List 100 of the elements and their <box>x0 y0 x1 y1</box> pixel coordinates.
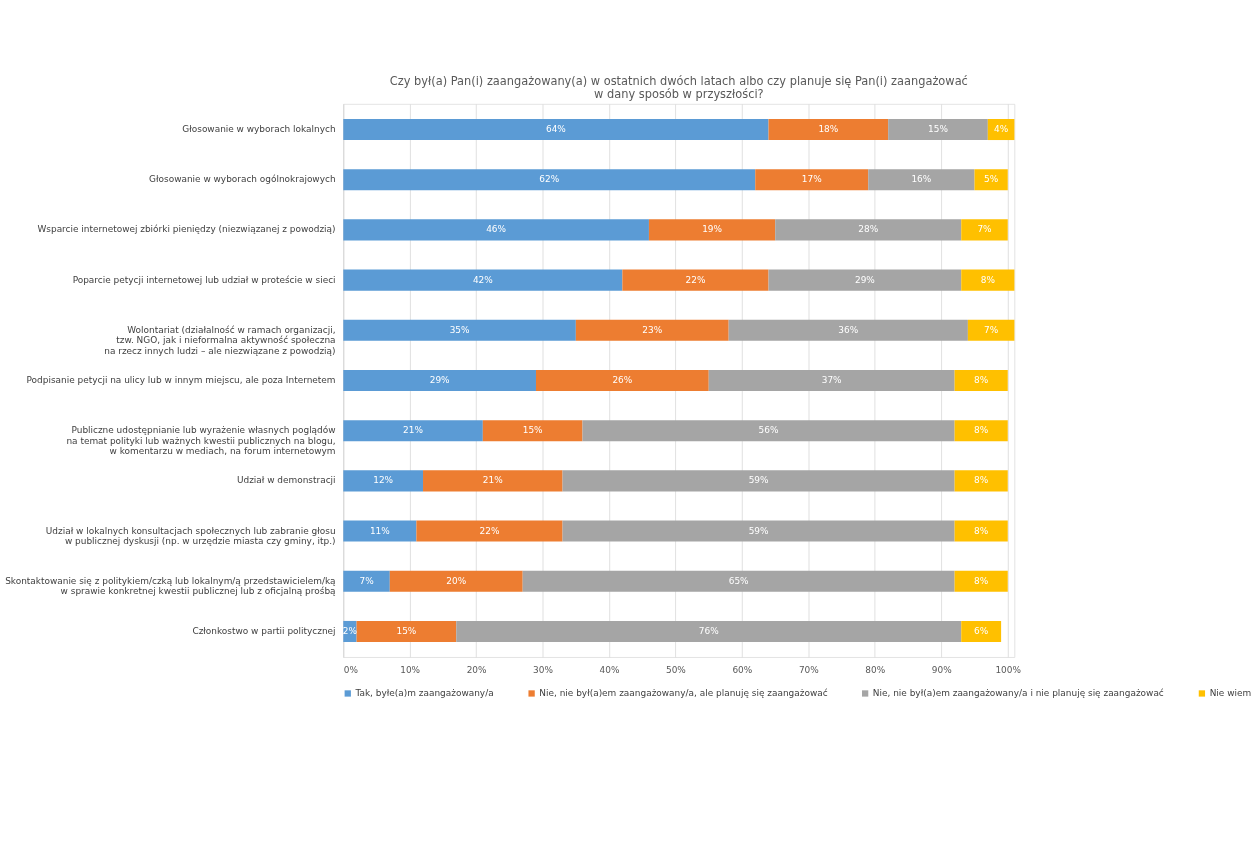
x-tick-label: 70% <box>798 664 819 675</box>
bar <box>768 118 889 141</box>
bar <box>343 520 417 542</box>
data-label: 23% <box>642 324 663 335</box>
x-tick-label: 90% <box>931 664 952 675</box>
data-label: 26% <box>612 374 633 385</box>
bar <box>343 420 483 442</box>
data-label: 28% <box>858 224 879 235</box>
y-tick-label: Poparcie petycji internetowej lub udział w proteście w sieci <box>72 274 336 285</box>
data-label: 76% <box>698 625 719 636</box>
y-tick-label: Członkostwo w partii politycznej <box>192 625 336 636</box>
bar <box>868 169 975 191</box>
bar <box>456 620 962 643</box>
legend-label: Nie wiem <box>1209 687 1252 698</box>
bar <box>343 118 769 141</box>
data-label: 12% <box>373 475 394 486</box>
data-label: 59% <box>748 525 769 536</box>
y-tick-label: Wsparcie internetowej zbiórki pieniędzy (niezwiązanej z powodzią) <box>37 224 336 235</box>
bar <box>343 169 756 191</box>
data-label: 8% <box>974 425 989 436</box>
legend-label: Nie, nie był(a)em zaangażowany/a, ale planuję się zaangażować <box>539 687 828 698</box>
x-tick-label: 80% <box>865 664 886 675</box>
y-tick-label: Udział w lokalnych konsultacjach społecznych lub zabranie głosu w publicznej dyskusji (np. w urzędzie miasta czy gminy, itp.) <box>45 525 336 547</box>
y-tick-label: Skontaktowanie się z politykiem/czką lub lokalnym/ą przedstawicielem/ką w sprawie konkretnej kwestii publicznej lub z oficjalną prośbą <box>5 575 337 597</box>
bar <box>356 620 457 643</box>
data-label: 21% <box>403 425 423 436</box>
bar <box>482 420 583 442</box>
data-label: 15% <box>396 625 417 636</box>
bar <box>954 570 1008 592</box>
data-label: 4% <box>994 123 1009 134</box>
data-label: 22% <box>685 274 706 285</box>
x-tick-label: 30% <box>533 664 553 675</box>
bar <box>389 570 523 592</box>
bar <box>775 219 962 241</box>
data-label: 18% <box>818 123 839 134</box>
data-label: 35% <box>449 324 470 335</box>
data-label: 7% <box>977 224 992 235</box>
bar <box>343 319 576 341</box>
data-label: 20% <box>446 575 467 586</box>
bar <box>954 420 1008 442</box>
x-tick-label: 50% <box>665 664 686 675</box>
data-label: 7% <box>359 575 374 586</box>
data-label: 15% <box>522 425 543 436</box>
data-label: 8% <box>974 374 989 385</box>
bar <box>967 319 1015 341</box>
bar <box>708 369 955 392</box>
data-label: 7% <box>984 324 999 335</box>
x-tick-label: 20% <box>466 664 487 675</box>
data-label: 16% <box>911 174 932 185</box>
bar <box>343 570 390 592</box>
legend-label: Nie, nie był(a)em zaangażowany/a i nie planuję się zaangażować <box>872 687 1164 698</box>
data-label: 15% <box>928 123 948 134</box>
bar <box>768 269 962 291</box>
data-label: 8% <box>974 575 989 586</box>
data-label: 37% <box>821 374 842 385</box>
bar <box>416 520 563 542</box>
x-tick-label: 10% <box>400 664 421 675</box>
bar <box>622 269 769 291</box>
data-label: 21% <box>482 475 503 486</box>
bar <box>961 219 1008 241</box>
bar <box>343 470 424 492</box>
data-label: 36% <box>838 324 859 335</box>
data-label: 59% <box>748 475 769 486</box>
bar <box>954 369 1008 392</box>
data-label: 29% <box>854 274 875 285</box>
data-label: 6% <box>974 625 989 636</box>
x-tick-label: 100% <box>995 664 1021 675</box>
data-label: 8% <box>974 525 989 536</box>
bar <box>343 369 536 392</box>
bar <box>728 319 968 341</box>
bar <box>648 219 776 241</box>
data-label: 19% <box>702 224 722 235</box>
data-label: 8% <box>974 475 989 486</box>
data-label: 56% <box>758 425 779 436</box>
data-label: 5% <box>984 174 999 185</box>
data-label: 64% <box>545 123 566 134</box>
bar <box>961 620 1002 643</box>
data-label: 62% <box>539 174 560 185</box>
legend-label: Tak, byłe(a)m zaangażowany/a <box>354 687 494 698</box>
bar <box>755 169 869 191</box>
data-label: 65% <box>728 575 749 586</box>
bar <box>582 420 955 442</box>
bar <box>954 470 1008 492</box>
bar <box>954 520 1008 542</box>
data-label: 42% <box>472 274 493 285</box>
chart-title: Czy był(a) Pan(i) zaangażowany(a) w ostatnich dwóch latach albo czy planuje się Pan(i) zaangażować w dany sposób w przyszłości? <box>389 74 968 102</box>
data-label: 29% <box>429 374 450 385</box>
data-label: 46% <box>486 224 507 235</box>
bar <box>343 219 649 241</box>
x-tick-label: 60% <box>732 664 753 675</box>
data-label: 17% <box>801 174 822 185</box>
x-tick-label: 40% <box>599 664 620 675</box>
y-tick-label: Podpisanie petycji na ulicy lub w innym miejscu, ale poza Internetem <box>26 374 336 385</box>
y-tick-label: Publiczne udostępnianie lub wyrażenie własnych poglądów na temat polityki lub ważnych kwestii publicznych na blogu, w komentarzu w mediach, na forum internetowym <box>66 425 336 457</box>
bar <box>961 269 1015 291</box>
bar <box>575 319 729 341</box>
bar <box>522 570 955 592</box>
y-tick-label: Głosowanie w wyborach ogólnokrajowych <box>149 174 336 185</box>
bar <box>562 470 955 492</box>
data-label: 11% <box>369 525 390 536</box>
